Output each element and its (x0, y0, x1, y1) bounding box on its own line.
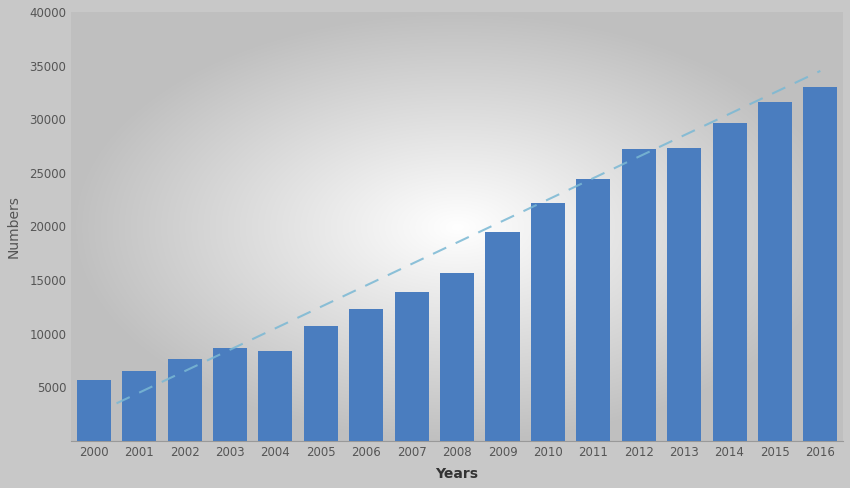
Bar (394, 292, 428, 441)
Bar (531, 203, 565, 441)
Bar (667, 148, 701, 441)
Bar (76, 380, 110, 441)
Bar (258, 435, 292, 441)
Bar (712, 422, 746, 441)
Bar (394, 432, 428, 441)
Bar (758, 421, 792, 441)
Bar (349, 433, 383, 441)
Bar (803, 420, 837, 441)
Bar (303, 326, 338, 441)
Bar (349, 309, 383, 441)
Bar (167, 436, 201, 441)
Bar (667, 423, 701, 441)
Bar (803, 87, 837, 441)
Bar (712, 123, 746, 441)
Bar (213, 347, 247, 441)
Bar (531, 427, 565, 441)
Bar (485, 232, 519, 441)
X-axis label: Years: Years (435, 467, 479, 481)
Bar (122, 437, 156, 441)
Bar (440, 431, 474, 441)
Bar (576, 425, 610, 441)
Bar (440, 272, 474, 441)
Bar (621, 149, 655, 441)
Bar (621, 424, 655, 441)
Bar (258, 351, 292, 441)
Bar (167, 359, 201, 441)
Bar (213, 435, 247, 441)
Bar (485, 428, 519, 441)
Bar (758, 102, 792, 441)
Bar (576, 179, 610, 441)
Bar (303, 434, 338, 441)
Bar (76, 437, 110, 441)
Bar (122, 371, 156, 441)
Y-axis label: Numbers: Numbers (7, 195, 21, 258)
